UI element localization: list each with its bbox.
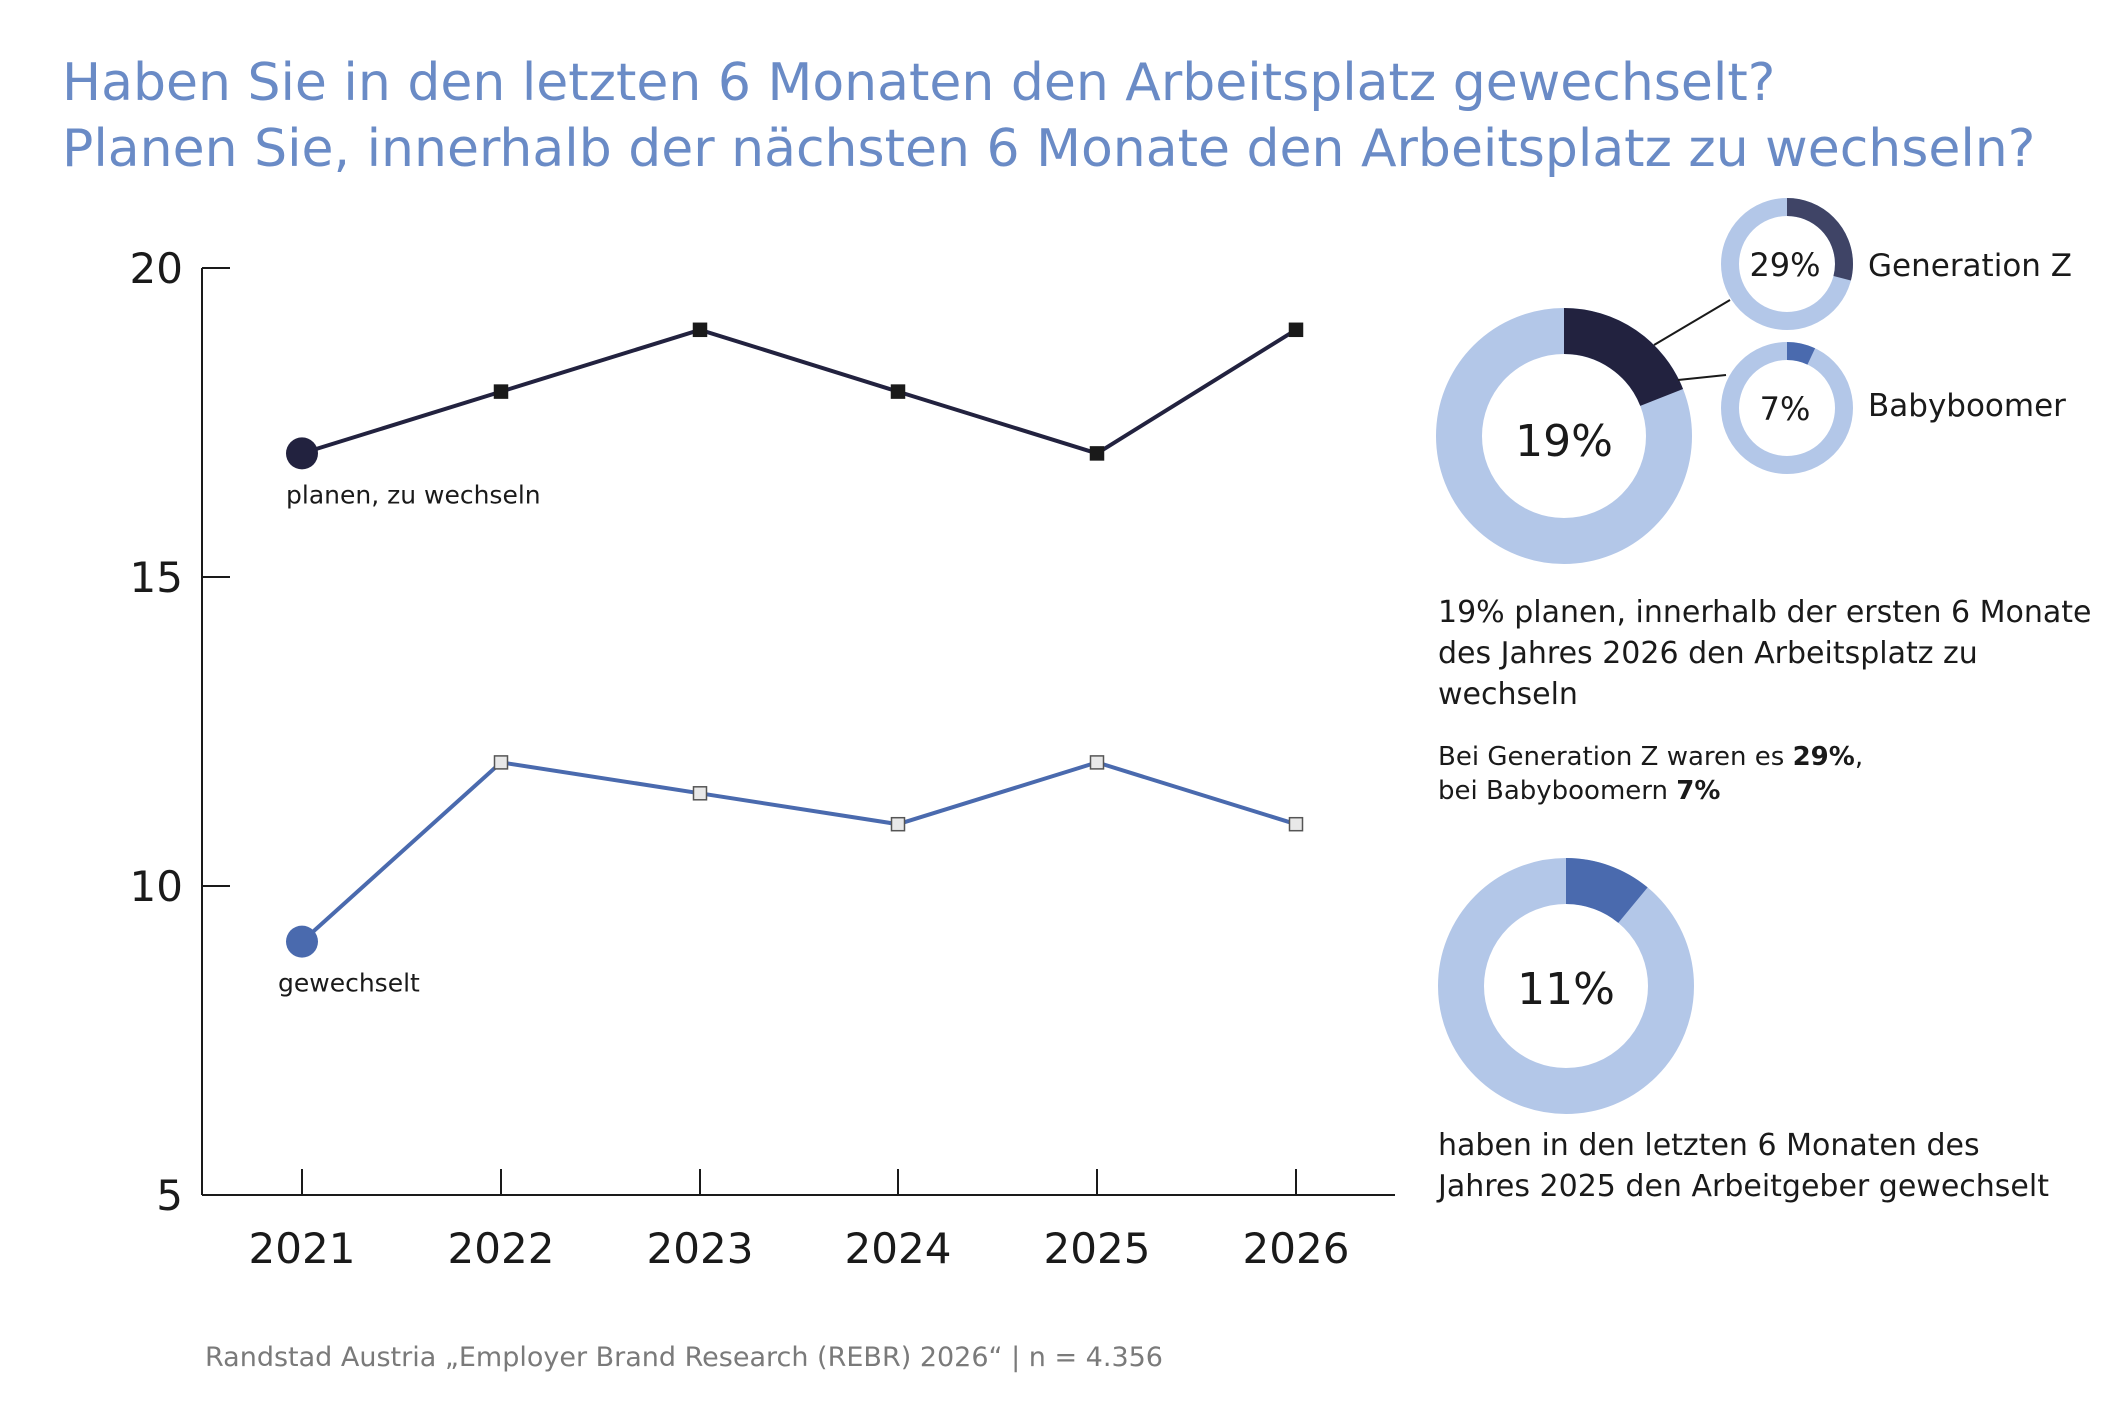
plan-data-point [1089,446,1105,461]
line-chart-series: planen, zu wechseln gewechselt [278,322,1304,998]
plan-data-point [1288,322,1304,338]
plan-description-line: des Jahres 2026 den Arbeitsplatz zu [1438,636,1978,671]
x-tick-label: 2026 [1243,1224,1350,1273]
plan-description-line: wechseln [1438,677,1578,712]
source-note: Randstad Austria „Employer Brand Researc… [205,1342,1163,1373]
title-line-2: Planen Sie, innerhalb der nächsten 6 Mon… [62,119,2036,179]
plan-data-point [692,322,708,338]
generation-note-line-2: bei Babyboomern 7% [1438,774,1863,808]
plan-start-point [286,437,318,470]
x-tick-label: 2021 [249,1224,356,1273]
changed-data-point [1089,755,1105,770]
plan-donut-value: 19% [1515,416,1613,467]
changed-data-point [692,786,708,801]
genz-donut-segment [1721,198,1853,330]
x-tick-label: 2022 [448,1224,555,1273]
x-tick-label: 2025 [1044,1224,1151,1273]
plan-data-point [890,384,906,399]
changed-description-line: Jahres 2025 den Arbeitgeber gewechselt [1438,1169,2049,1204]
y-tick-label: 15 [130,553,183,602]
note-text: Bei Generation Z waren es [1438,742,1793,772]
changed-description: haben in den letzten 6 Monaten des Jahre… [1438,1125,2049,1207]
genz-connector-line [1653,299,1731,346]
y-tick-label: 5 [156,1171,183,1220]
donut-charts: 19% 29% 7% 11% Generation Z Babyboomer [1436,198,2072,1114]
plan-series-label: planen, zu wechseln [286,480,541,509]
y-tick-label: 10 [130,862,183,911]
changed-description-line: haben in den letzten 6 Monaten des [1438,1128,1980,1163]
generation-note: Bei Generation Z waren es 29%, bei Babyb… [1438,740,1863,808]
changed-data-point [493,755,509,770]
changed-data-point [1288,816,1304,832]
note-text: , [1854,742,1864,772]
changed-donut-value: 11% [1517,964,1615,1015]
plan-description-line: 19% planen, innerhalb der ersten 6 Monat… [1438,595,2092,630]
boomer-connector-line [1677,374,1727,381]
plan-donut-segment [1436,308,1692,564]
boomer-donut-segment [1721,342,1853,474]
generation-note-line-1: Bei Generation Z waren es 29%, [1438,740,1863,774]
changed-data-point [890,816,906,832]
note-boomer-value: 7% [1676,776,1721,806]
boomer-donut-value: 7% [1760,390,1811,428]
changed-start-point [286,925,318,958]
plan-series-line [301,327,1298,456]
x-tick-label: 2023 [647,1224,754,1273]
note-text: bei Babyboomern [1438,776,1677,806]
y-tick-label: 20 [130,244,183,293]
changed-series-line [300,760,1297,944]
genz-donut-name: Generation Z [1868,248,2072,284]
genz-donut-value: 29% [1749,246,1820,284]
boomer-donut-name: Babyboomer [1868,388,2066,424]
plan-description: 19% planen, innerhalb der ersten 6 Monat… [1438,592,2092,715]
line-chart-axes: 5 10 15 20 2021 2022 2023 2024 2025 2026 [130,244,1395,1273]
note-genz-value: 29% [1792,742,1855,772]
x-tick-label: 2024 [845,1224,952,1273]
changed-donut-segment [1438,858,1694,1114]
changed-series-label: gewechselt [278,969,420,998]
page-title: Haben Sie in den letzten 6 Monaten den A… [62,50,2035,182]
title-line-1: Haben Sie in den letzten 6 Monaten den A… [62,53,1776,113]
plan-data-point [493,384,509,399]
